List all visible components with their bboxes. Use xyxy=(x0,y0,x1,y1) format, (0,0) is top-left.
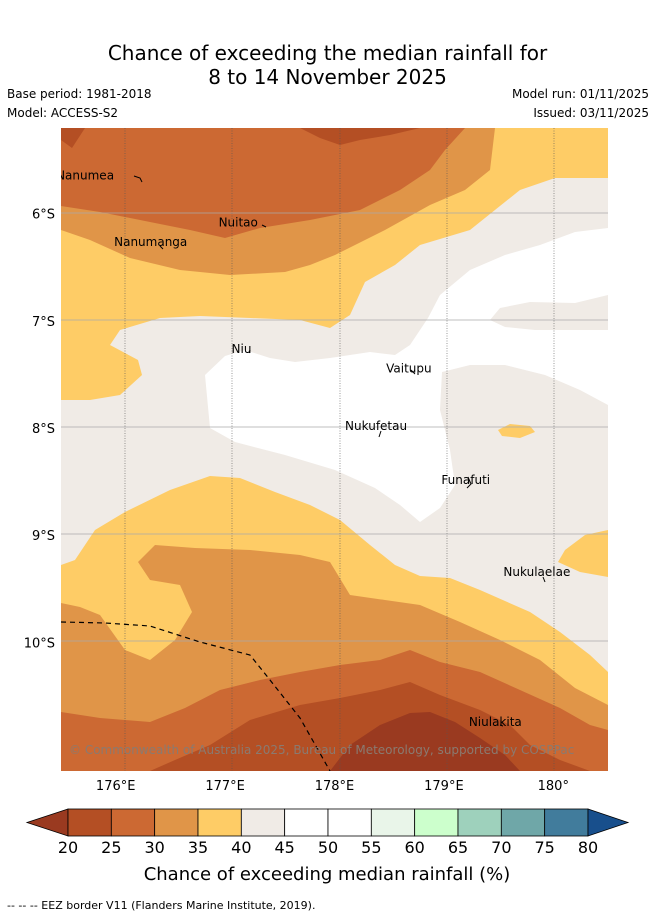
place-label-funafuti: Funafuti xyxy=(441,473,490,487)
colorbar-tick-label: 65 xyxy=(448,838,468,857)
place-labels: Nanumea Nuitao Nanumanga Niu Vaitupu Nukufeta… xyxy=(56,168,570,729)
colorbar-tick-label: 75 xyxy=(534,838,554,857)
island-funafuti-icon xyxy=(466,476,472,489)
place-label-niu: Niu xyxy=(232,342,252,356)
colorbar-segment xyxy=(500,808,546,837)
place-label-niulakita: Niulakita xyxy=(469,715,522,729)
contour-north-brown-corner xyxy=(61,128,85,148)
x-axis: 176°E 177°E 178°E 179°E 180° xyxy=(96,779,569,794)
x-tick-label: 177°E xyxy=(205,779,245,794)
colorbar xyxy=(25,808,630,837)
colorbar-tick-label: 45 xyxy=(274,838,294,857)
colorbar-tick-label: 20 xyxy=(58,838,78,857)
island-niu-icon xyxy=(248,349,251,354)
copyright-notice: © Commonwealth of Australia 2025, Bureau… xyxy=(69,743,574,757)
colorbar-tick-label: 70 xyxy=(491,838,511,857)
y-tick-label: 10°S xyxy=(24,636,55,651)
colorbar-segment xyxy=(284,808,329,837)
colorbar-tick-label: 80 xyxy=(578,838,598,857)
y-tick-label: 8°S xyxy=(32,422,55,437)
colorbar-title: Chance of exceeding median rainfall (%) xyxy=(144,864,511,885)
colorbar-segment xyxy=(370,808,416,837)
y-tick-label: 6°S xyxy=(32,208,55,223)
colorbar-tick-label: 50 xyxy=(318,838,338,857)
colorbar-segment xyxy=(110,808,156,837)
island-outlines xyxy=(133,175,546,727)
island-nukufetau-icon xyxy=(378,430,382,438)
colorbar-labels: 20 25 30 35 40 45 50 55 60 65 70 75 80 xyxy=(58,838,598,857)
model-run: Model run: 01/11/2025 xyxy=(511,87,649,101)
model-name: Model: ACCESS-S2 xyxy=(7,106,119,120)
colorbar-tick-label: 35 xyxy=(188,838,208,857)
contour-south-deepbrown xyxy=(330,712,520,771)
colorbar-over-arrow xyxy=(587,808,630,837)
contour-white-east xyxy=(205,228,608,522)
colorbar-tick-label: 25 xyxy=(101,838,121,857)
place-label-nanumanga: Nanumanga xyxy=(114,235,187,249)
colorbar-segment xyxy=(544,808,589,837)
contour-north-brown xyxy=(300,128,420,145)
y-tick-label: 9°S xyxy=(32,529,55,544)
contour-45-55-island xyxy=(490,295,608,330)
map-area: Nanumea Nuitao Nanumanga Niu Vaitupu Nukufeta… xyxy=(56,128,608,771)
island-vaitupu-icon xyxy=(410,369,416,375)
chart-title-line2: 8 to 14 November 2025 xyxy=(208,65,447,89)
place-label-vaitupu: Vaitupu xyxy=(386,361,432,375)
y-tick-label: 7°S xyxy=(32,315,55,330)
x-tick-label: 179°E xyxy=(424,779,464,794)
x-tick-label: 178°E xyxy=(315,779,355,794)
contour-small-yellow xyxy=(498,424,535,438)
place-label-nukulaelae: Nukulaelae xyxy=(503,565,570,579)
base-period: Base period: 1981-2018 xyxy=(7,87,152,101)
eez-legend: -- -- -- EEZ border V11 (Flanders Marine… xyxy=(7,899,316,912)
colorbar-segment xyxy=(457,808,502,837)
latitude-lines xyxy=(61,212,608,642)
x-tick-label: 176°E xyxy=(96,779,136,794)
colorbar-segment xyxy=(240,808,286,837)
colorbar-under-arrow xyxy=(25,808,69,837)
colorbar-segment xyxy=(67,808,112,837)
contour-south-yellow-east xyxy=(558,530,608,577)
place-label-nanumea: Nanumea xyxy=(56,168,114,182)
island-nuitao-icon xyxy=(261,224,267,228)
colorbar-segment xyxy=(197,808,242,837)
issued-date: Issued: 03/11/2025 xyxy=(533,106,649,120)
colorbar-segment xyxy=(154,808,199,837)
island-nanumanga-icon xyxy=(159,245,164,250)
colorbar-segment xyxy=(414,808,459,837)
place-label-nukufetau: Nukufetau xyxy=(345,419,407,433)
island-nanumea-icon xyxy=(133,175,143,183)
x-tick-label: 180° xyxy=(538,779,569,794)
graticule xyxy=(124,128,555,771)
island-niulakita-icon xyxy=(499,724,504,727)
colorbar-tick-label: 30 xyxy=(144,838,164,857)
chart-title-line1: Chance of exceeding the median rainfall … xyxy=(107,41,548,65)
contour-north-darkorange xyxy=(61,128,465,238)
colorbar-segment xyxy=(327,808,372,837)
colorbar-tick-label: 40 xyxy=(231,838,251,857)
colorbar-tick-label: 60 xyxy=(404,838,424,857)
place-label-nuitao: Nuitao xyxy=(219,216,258,230)
island-nukulaelae-icon xyxy=(542,576,546,583)
eez-border xyxy=(61,621,331,771)
colorbar-tick-label: 55 xyxy=(361,838,381,857)
y-axis: 6°S 7°S 8°S 9°S 10°S xyxy=(24,208,55,652)
